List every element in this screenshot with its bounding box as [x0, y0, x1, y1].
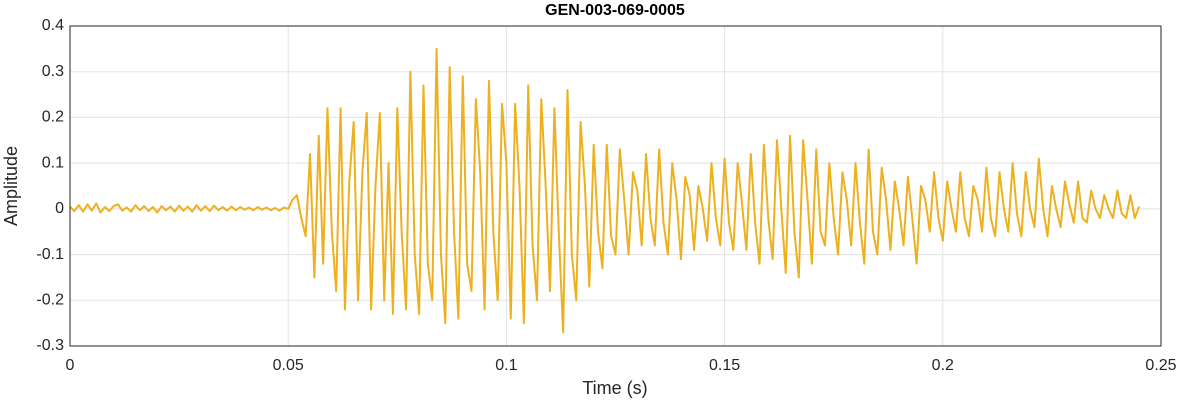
y-tick-label: 0.4	[42, 17, 64, 34]
y-tick-label: 0.1	[42, 154, 64, 171]
x-tick-label: 0.2	[932, 357, 954, 374]
y-tick-label: 0.3	[42, 63, 64, 80]
y-tick-label: -0.2	[36, 292, 64, 309]
y-tick-label: 0.2	[42, 109, 64, 126]
y-axis-label: Amplitude	[1, 146, 21, 226]
y-tick-label: -0.1	[36, 246, 64, 263]
plot-area	[70, 26, 1161, 346]
x-tick-label: 0	[66, 357, 75, 374]
x-tick-label: 0.1	[495, 357, 517, 374]
chart-title: GEN-003-069-0005	[545, 2, 685, 19]
y-tick-label: 0	[55, 200, 64, 217]
x-tick-label: 0.25	[1145, 357, 1176, 374]
x-tick-label: 0.15	[709, 357, 740, 374]
x-axis-label: Time (s)	[582, 378, 647, 398]
y-tick-label: -0.3	[36, 337, 64, 354]
x-tick-label: 0.05	[273, 357, 304, 374]
waveform-line	[69, 47, 1141, 334]
axes-box	[69, 25, 1162, 347]
